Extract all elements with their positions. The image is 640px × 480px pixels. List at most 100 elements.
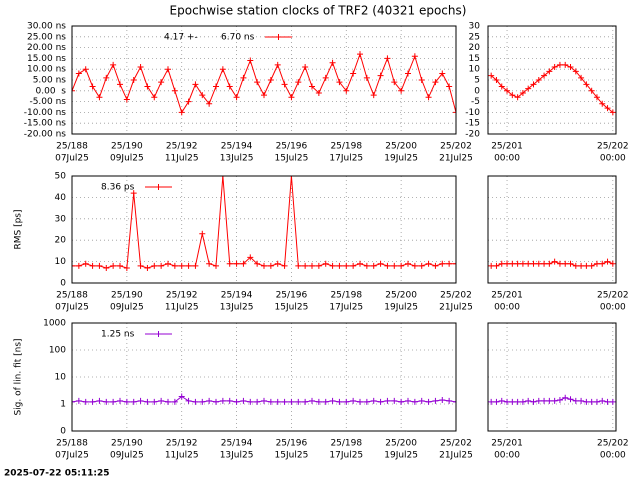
data-point bbox=[75, 397, 82, 404]
data-point bbox=[206, 260, 213, 267]
x-tick-sublabel: 09Jul25 bbox=[110, 451, 144, 461]
data-point bbox=[226, 83, 233, 90]
plot-frame bbox=[71, 25, 457, 135]
data-point bbox=[535, 260, 542, 267]
x-tick-sublabel: 19Jul25 bbox=[384, 451, 418, 461]
data-point bbox=[151, 262, 158, 269]
data-point bbox=[519, 89, 526, 96]
data-point bbox=[514, 94, 521, 101]
data-point bbox=[425, 398, 432, 405]
data-point bbox=[336, 79, 343, 86]
data-point bbox=[609, 109, 616, 116]
data-point bbox=[546, 68, 553, 75]
data-point bbox=[357, 260, 363, 267]
data-point bbox=[541, 397, 548, 404]
data-point bbox=[82, 398, 89, 405]
data-point bbox=[151, 94, 158, 101]
data-point bbox=[144, 265, 151, 272]
x-tick-sublabel: 00:00 bbox=[600, 154, 626, 164]
data-point bbox=[309, 262, 315, 269]
data-point bbox=[446, 260, 453, 267]
x-tick-sublabel: 11Jul25 bbox=[165, 303, 199, 313]
data-point bbox=[89, 398, 96, 405]
data-point bbox=[82, 260, 89, 267]
data-point bbox=[192, 81, 199, 88]
data-point bbox=[583, 262, 590, 269]
data-point bbox=[530, 398, 537, 405]
data-point bbox=[556, 61, 563, 68]
data-point bbox=[336, 398, 343, 405]
plot-area bbox=[72, 176, 456, 272]
x-tick-label: 25/194 bbox=[221, 291, 253, 301]
y-tick-label: -20 bbox=[465, 130, 480, 140]
data-point bbox=[267, 77, 274, 83]
data-point bbox=[233, 260, 240, 267]
data-point bbox=[567, 64, 574, 71]
data-point bbox=[357, 51, 363, 58]
data-point bbox=[336, 262, 343, 269]
data-point bbox=[405, 70, 411, 77]
data-point bbox=[578, 74, 585, 81]
data-point bbox=[295, 79, 302, 86]
data-point bbox=[247, 254, 254, 261]
data-point bbox=[384, 397, 391, 404]
data-point bbox=[226, 397, 233, 404]
y-tick-label: 20 bbox=[469, 43, 481, 53]
data-point bbox=[302, 64, 309, 71]
data-point bbox=[72, 87, 75, 94]
data-point bbox=[391, 397, 398, 404]
plot-area bbox=[488, 394, 616, 405]
data-point bbox=[541, 260, 548, 267]
data-point bbox=[425, 260, 432, 267]
data-point bbox=[509, 92, 516, 99]
data-point bbox=[199, 230, 206, 237]
data-point bbox=[357, 398, 363, 405]
x-tick-label: 25/198 bbox=[330, 291, 362, 301]
y-axis-label: RMS [ps] bbox=[14, 209, 24, 249]
data-point bbox=[370, 262, 377, 269]
x-tick-sublabel: 15Jul25 bbox=[275, 451, 309, 461]
data-point bbox=[556, 260, 563, 267]
plot-frame bbox=[71, 322, 457, 432]
data-point bbox=[233, 398, 240, 405]
data-point bbox=[350, 397, 357, 404]
x-tick-label: 25/190 bbox=[111, 291, 143, 301]
data-point bbox=[329, 397, 336, 404]
x-tick-sublabel: 13Jul25 bbox=[220, 303, 254, 313]
data-point bbox=[384, 262, 391, 269]
data-point bbox=[322, 74, 329, 81]
data-point bbox=[350, 70, 357, 77]
x-tick-sublabel: 21Jul25 bbox=[439, 303, 473, 313]
data-point bbox=[137, 64, 144, 71]
x-tick-label: 25/190 bbox=[111, 142, 143, 152]
data-point bbox=[525, 260, 532, 267]
data-point bbox=[72, 398, 75, 405]
y-tick-label: 0.00 s bbox=[36, 86, 67, 96]
data-point bbox=[411, 398, 418, 405]
y-tick-label: 10 bbox=[55, 257, 67, 267]
data-point bbox=[432, 79, 439, 86]
data-point bbox=[593, 398, 600, 405]
data-point bbox=[432, 262, 439, 269]
y-tick-label: 25 bbox=[469, 32, 480, 42]
x-tick-sublabel: 07Jul25 bbox=[55, 154, 89, 164]
series-line bbox=[490, 64, 614, 113]
data-point bbox=[418, 397, 425, 404]
data-point bbox=[219, 66, 226, 73]
data-point bbox=[261, 262, 267, 269]
data-point bbox=[288, 94, 295, 101]
data-point bbox=[158, 397, 165, 404]
data-point bbox=[488, 72, 495, 79]
data-point bbox=[504, 260, 511, 267]
x-tick-label: 25/192 bbox=[166, 291, 198, 301]
data-point bbox=[206, 397, 213, 404]
data-point bbox=[514, 260, 521, 267]
data-point bbox=[213, 398, 219, 405]
data-point bbox=[567, 260, 574, 267]
data-point bbox=[578, 262, 585, 269]
x-tick-label: 25/201 bbox=[491, 291, 523, 301]
data-point bbox=[240, 74, 247, 81]
data-point bbox=[103, 74, 110, 81]
y-tick-label: 30.00 ns bbox=[27, 22, 66, 32]
